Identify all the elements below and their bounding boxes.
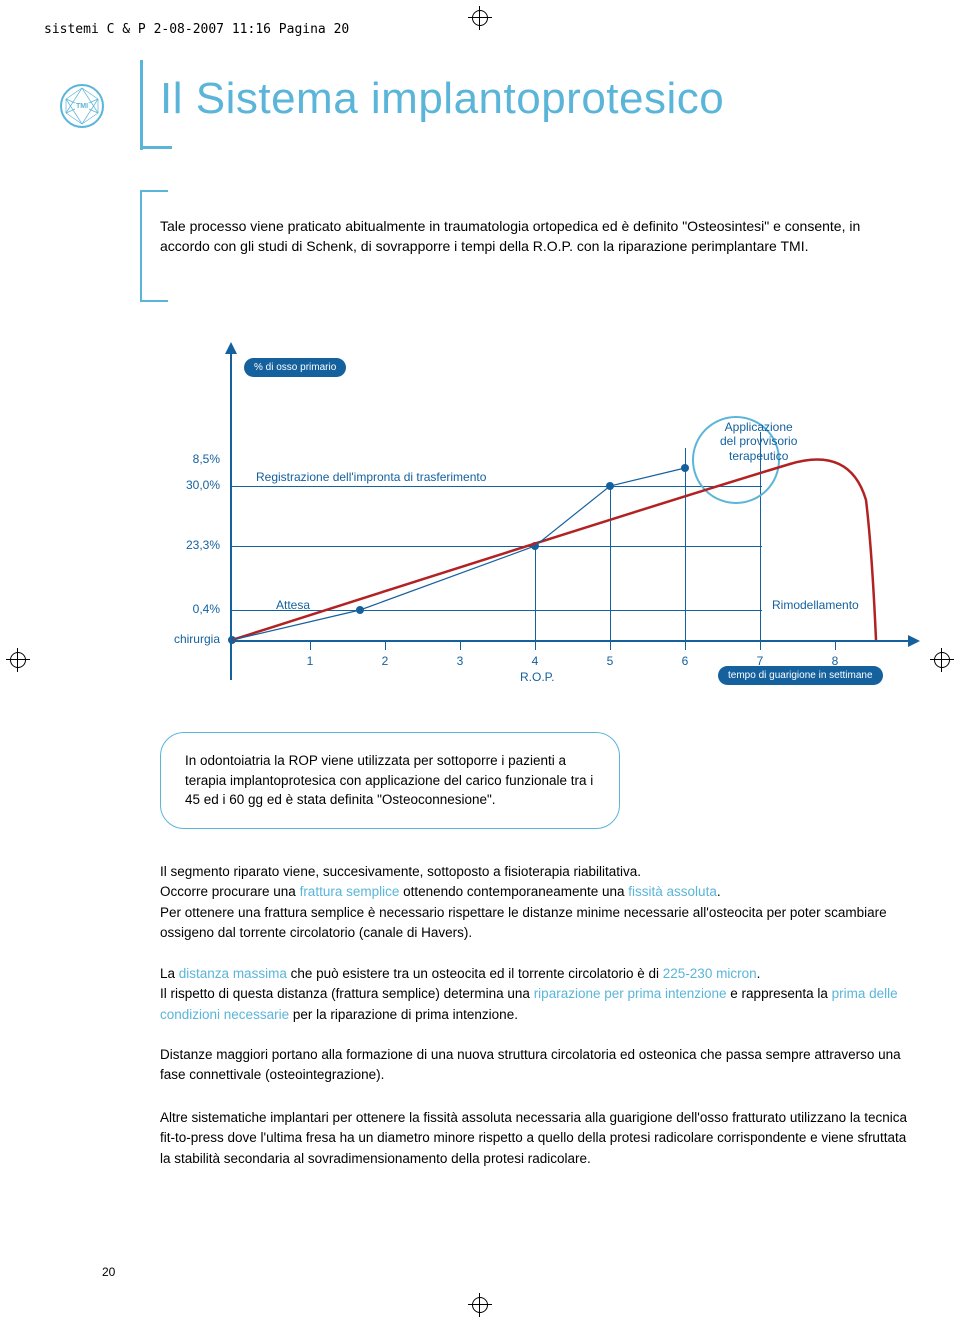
vline <box>610 486 611 642</box>
app-label-line: Applicazione <box>725 420 793 434</box>
rop-chart: % di osso primario 8,5% 30,0% Registrazi… <box>160 340 930 700</box>
intro-bracket <box>140 190 168 192</box>
x-tick-label: 4 <box>532 654 539 668</box>
chart-dot <box>681 464 689 472</box>
x-tick-label: 5 <box>607 654 614 668</box>
body-para-2: La distanza massima che può esistere tra… <box>160 964 908 1025</box>
intro-text: Tale processo viene praticato abitualmen… <box>160 216 900 257</box>
chirurgia-label: chirurgia <box>160 632 220 646</box>
vline <box>685 448 686 642</box>
body-para-4: Altre sistematiche implantari per ottene… <box>160 1108 908 1169</box>
page-title: Il Sistema implantoprotesico <box>160 74 724 124</box>
app-label-line: terapeutico <box>729 449 788 463</box>
x-axis <box>230 640 910 642</box>
row-text: Rimodellamento <box>772 598 859 612</box>
y-axis <box>230 350 232 680</box>
x-tick-label: 6 <box>682 654 689 668</box>
chart-dot <box>531 542 539 550</box>
print-header: sistemi C & P 2-08-2007 11:16 Pagina 20 <box>44 22 349 37</box>
intro-bracket <box>140 190 142 302</box>
rop-label: R.O.P. <box>520 670 554 684</box>
app-label: Applicazione del provvisorio terapeutico <box>720 420 797 463</box>
body-para-1: Il segmento riparato viene, succesivamen… <box>160 862 908 943</box>
row-pct: 30,0% <box>160 478 220 492</box>
row-line <box>232 610 762 611</box>
body-para-3: Distanze maggiori portano alla formazion… <box>160 1045 908 1086</box>
logo-text: TMI <box>75 103 89 110</box>
intro-bracket <box>140 300 168 302</box>
time-axis-label: tempo di guarigione in settimane <box>718 666 883 685</box>
callout-box: In odontoiatria la ROP viene utilizzata … <box>160 732 620 829</box>
row-text: Attesa <box>276 598 310 612</box>
row-line <box>232 486 762 487</box>
x-tick-label: 2 <box>382 654 389 668</box>
row-pct: 0,4% <box>160 602 220 616</box>
title-bracket <box>140 146 172 149</box>
chart-dot <box>606 482 614 490</box>
x-tick-label: 1 <box>307 654 314 668</box>
page: TMI Il Sistema implantoprotesico Tale pr… <box>60 60 930 1283</box>
y-axis-label: % di osso primario <box>244 358 346 377</box>
logo-badge: TMI <box>60 84 104 128</box>
x-tick-label: 3 <box>457 654 464 668</box>
chart-dot <box>356 606 364 614</box>
row-line <box>232 546 762 547</box>
chart-dot <box>228 636 236 644</box>
row-pct: 23,3% <box>160 538 220 552</box>
row-text: Registrazione dell'impronta di trasferim… <box>256 470 486 484</box>
vline <box>535 546 536 642</box>
title-bracket <box>140 60 143 150</box>
app-label-line: del provvisorio <box>720 434 797 448</box>
x-arrow-icon <box>908 635 920 647</box>
row-pct: 8,5% <box>160 452 220 466</box>
page-number: 20 <box>102 1265 115 1279</box>
